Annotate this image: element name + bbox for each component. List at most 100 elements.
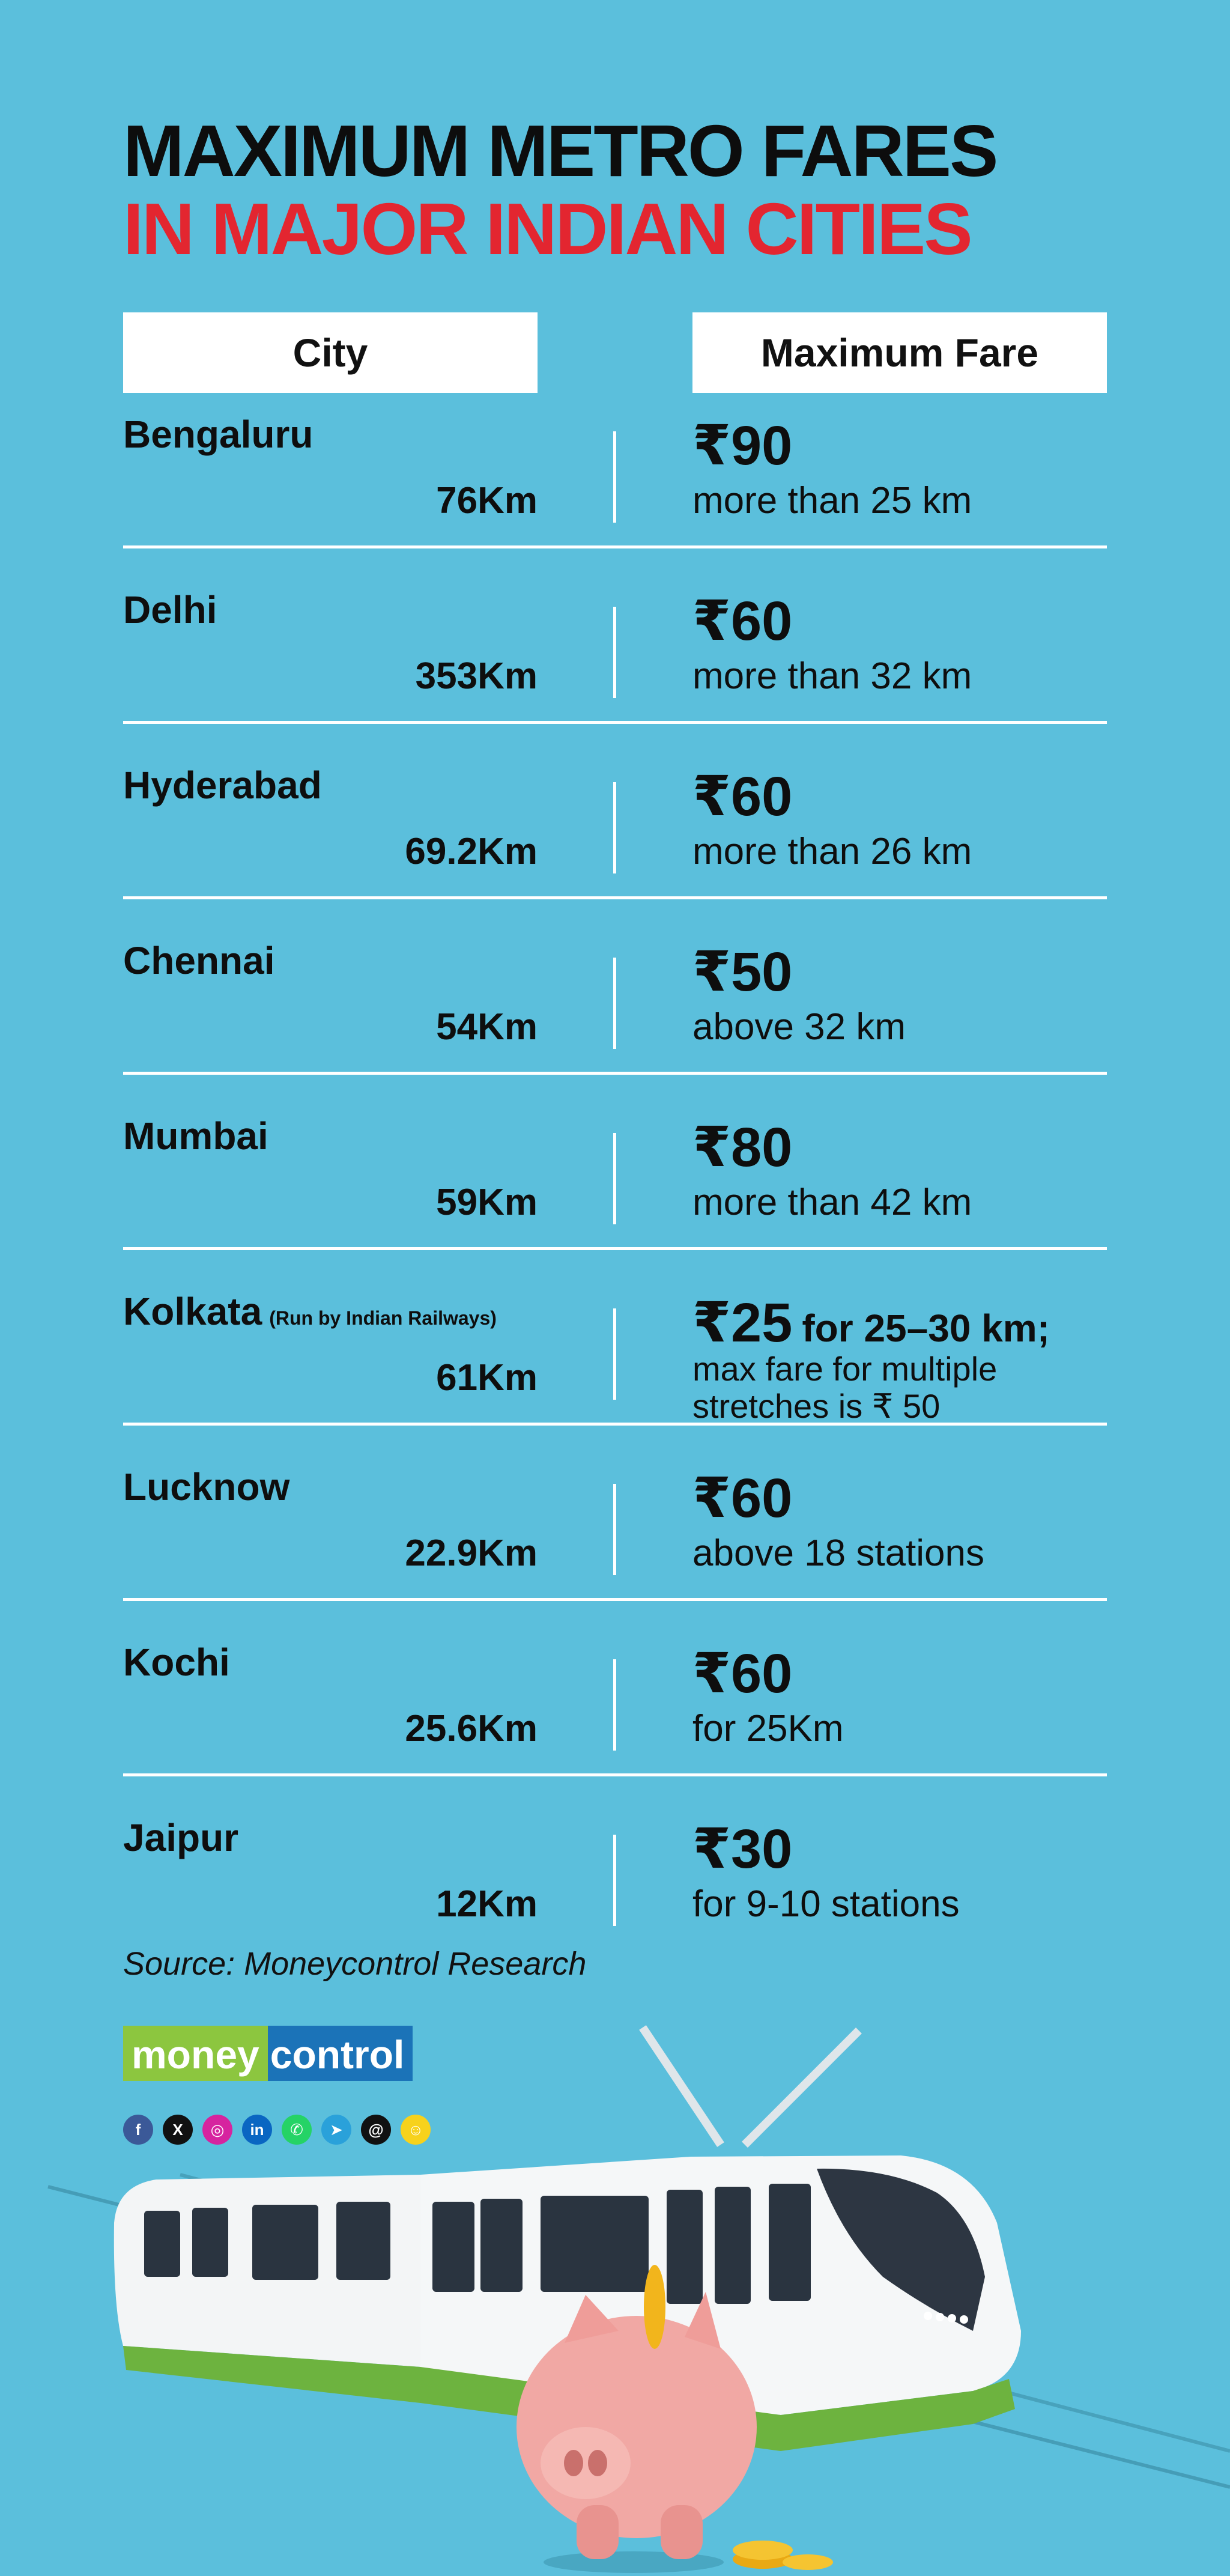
telegram-icon[interactable]: ➤ xyxy=(321,2115,351,2145)
city-name: Bengaluru xyxy=(123,412,313,457)
fare-amount: ₹60 xyxy=(692,1643,793,1704)
threads-icon[interactable]: @ xyxy=(361,2115,391,2145)
city-name: Mumbai xyxy=(123,1114,268,1158)
network-length: 61Km xyxy=(436,1357,538,1399)
city-label: Hyderabad xyxy=(123,764,322,807)
table-row: Jaipur 12Km ₹30 for 9-10 stations xyxy=(123,1815,1107,1991)
whatsapp-icon[interactable]: ✆ xyxy=(282,2115,312,2145)
city-label: Chennai xyxy=(123,939,275,982)
moneycontrol-logo: money control xyxy=(123,2026,413,2081)
network-length: 54Km xyxy=(436,1006,538,1048)
fare-amount: ₹25 xyxy=(692,1292,793,1353)
fare-condition: above 18 stations xyxy=(692,1532,984,1575)
fare-condition: above 32 km xyxy=(692,1006,906,1048)
max-fare: ₹25 for 25–30 km; xyxy=(692,1295,1050,1350)
max-fare: ₹90 xyxy=(692,418,792,473)
fare-condition: more than 25 km xyxy=(692,479,972,522)
fare-amount: ₹90 xyxy=(692,415,793,476)
max-fare: ₹60 xyxy=(692,1646,792,1701)
column-divider xyxy=(613,1659,616,1751)
x-icon[interactable]: X xyxy=(163,2115,193,2145)
max-fare: ₹80 xyxy=(692,1120,792,1175)
network-length: 12Km xyxy=(436,1883,538,1925)
network-length: 25.6Km xyxy=(405,1708,538,1749)
logo-part-money: money xyxy=(123,2026,268,2081)
row-divider xyxy=(123,1072,1107,1075)
fare-amount: ₹60 xyxy=(692,591,793,652)
column-divider xyxy=(613,431,616,523)
fare-condition: for 9-10 stations xyxy=(692,1883,960,1925)
metro-train-illustration xyxy=(47,2025,1230,2573)
city-name: Chennai xyxy=(123,938,274,983)
fare-condition-line-1: more than 25 km xyxy=(692,480,972,521)
linkedin-icon[interactable]: in xyxy=(242,2115,272,2145)
row-divider xyxy=(123,1423,1107,1426)
city-label: Mumbai xyxy=(123,1114,268,1158)
row-divider xyxy=(123,896,1107,899)
fare-condition-line-1: for 9-10 stations xyxy=(692,1883,960,1925)
city-label: Kochi xyxy=(123,1641,230,1684)
column-divider xyxy=(613,958,616,1049)
table-row: Chennai 54Km ₹50 above 32 km xyxy=(123,938,1107,1114)
pantograph xyxy=(639,2025,862,2148)
city-name: Jaipur xyxy=(123,1815,238,1860)
snapchat-icon[interactable]: ☺ xyxy=(401,2115,431,2145)
column-divider xyxy=(613,1484,616,1575)
row-divider xyxy=(123,1598,1107,1601)
fare-amount: ₹30 xyxy=(692,1818,793,1880)
max-fare: ₹60 xyxy=(692,769,792,824)
fare-amount: ₹50 xyxy=(692,941,793,1003)
city-label: Bengaluru xyxy=(123,413,314,456)
network-length: 22.9Km xyxy=(405,1533,538,1574)
fare-amount: ₹80 xyxy=(692,1117,793,1178)
header-fare: Maximum Fare xyxy=(692,312,1107,393)
piggy-bank-icon xyxy=(517,2265,833,2573)
fare-condition: max fare for multiple stretches is ₹ 50 xyxy=(692,1350,997,1424)
city-label: Jaipur xyxy=(123,1816,239,1859)
source-note: Source: Moneycontrol Research xyxy=(123,1946,587,1982)
network-length: 69.2Km xyxy=(405,831,538,872)
fare-amount: ₹60 xyxy=(692,766,793,827)
header-city: City xyxy=(123,312,538,393)
fare-condition-line-1: above 32 km xyxy=(692,1006,906,1048)
max-fare: ₹60 xyxy=(692,594,792,649)
fare-condition-line-1: for 25Km xyxy=(692,1708,844,1749)
fare-condition-line-1: more than 32 km xyxy=(692,655,972,697)
city-name: Kochi xyxy=(123,1640,230,1684)
fare-condition: more than 26 km xyxy=(692,830,972,873)
title-line-2: IN MAJOR INDIAN CITIES xyxy=(123,188,973,270)
max-fare: ₹50 xyxy=(692,944,792,1000)
fare-condition: more than 42 km xyxy=(692,1181,972,1224)
fare-condition: for 25Km xyxy=(692,1707,844,1750)
fare-condition-line-1: max fare for multiple xyxy=(692,1350,998,1388)
title-line-1: MAXIMUM METRO FARES xyxy=(123,110,998,192)
table-row: Hyderabad 69.2Km ₹60 more than 26 km xyxy=(123,763,1107,938)
city-name: Lucknow xyxy=(123,1465,289,1509)
city-name: Kolkata (Run by Indian Railways) xyxy=(123,1289,497,1334)
row-divider xyxy=(123,721,1107,724)
social-icons: f X ◎ in ✆ ➤ @ ☺ xyxy=(123,2115,431,2145)
fare-suffix: for 25–30 km; xyxy=(802,1307,1050,1350)
city-name: Hyderabad xyxy=(123,763,322,807)
network-length: 76Km xyxy=(436,480,538,521)
column-divider xyxy=(613,782,616,873)
city-label: Kolkata xyxy=(123,1290,262,1333)
instagram-icon[interactable]: ◎ xyxy=(202,2115,232,2145)
fare-condition: more than 32 km xyxy=(692,655,972,697)
fare-condition-line-2: stretches is ₹ 50 xyxy=(692,1387,941,1425)
city-note: (Run by Indian Railways) xyxy=(269,1307,497,1329)
logo-part-control: control xyxy=(267,2026,413,2081)
facebook-icon[interactable]: f xyxy=(123,2115,153,2145)
fare-condition-line-1: more than 42 km xyxy=(692,1182,972,1223)
table-row: Mumbai 59Km ₹80 more than 42 km xyxy=(123,1114,1107,1289)
table-row: Delhi 353Km ₹60 more than 32 km xyxy=(123,588,1107,763)
table-row: Lucknow 22.9Km ₹60 above 18 stations xyxy=(123,1465,1107,1640)
table-row: Kolkata (Run by Indian Railways) 61Km ₹25 fo… xyxy=(123,1289,1107,1465)
row-divider xyxy=(123,1247,1107,1250)
city-name: Delhi xyxy=(123,588,217,632)
fare-amount: ₹60 xyxy=(692,1468,793,1529)
column-divider xyxy=(613,1835,616,1926)
row-divider xyxy=(123,1773,1107,1776)
city-label: Delhi xyxy=(123,588,217,631)
network-length: 353Km xyxy=(415,655,538,697)
